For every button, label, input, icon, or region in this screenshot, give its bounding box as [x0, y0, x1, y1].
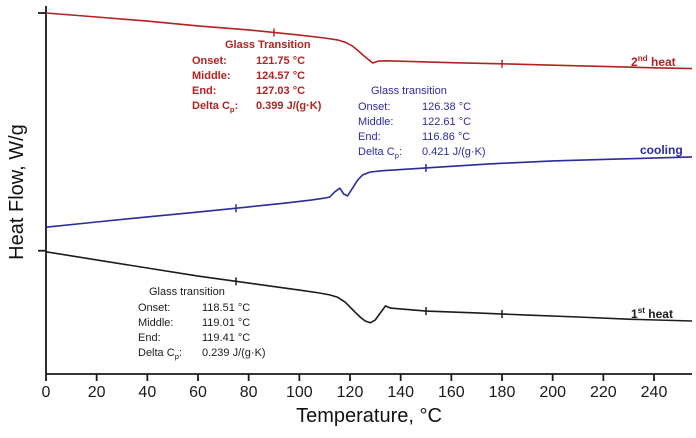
annotation-rows: Onset: 118.51 °C Middle: 119.01 °C End: 119.4…: [138, 301, 266, 364]
annotation-cooling: Glass transition Onset: 126.38 °C Middle: 12…: [358, 84, 486, 163]
annotation-row-value: 0.399 J/(g·K): [256, 100, 322, 112]
annotation-title: Glass Transition: [225, 39, 311, 51]
x-tick-label: 120: [337, 384, 364, 401]
annotation-2nd-heat: Glass Transition Onset: 121.75 °C Middle: 12…: [192, 38, 321, 117]
annotation-row-value: 124.57 °C: [256, 70, 306, 82]
annotation-row-label: Delta Cp:: [358, 146, 403, 161]
annotation-row-value: 127.03 °C: [256, 85, 306, 97]
annotation-row-label: Onset:: [138, 302, 171, 314]
curve-label-2nd-heat: 2nd heat: [631, 54, 676, 69]
x-tick-label: 40: [138, 384, 156, 401]
annotation-row-value: 118.51 °C: [202, 302, 251, 314]
annotation-row-value: 121.75 °C: [256, 55, 306, 67]
annotation-row-value: 119.01 °C: [202, 317, 251, 329]
annotation-row-label: Delta Cp:: [192, 100, 239, 115]
series-curve-2nd-heat: [45, 12, 693, 70]
annotation-row-label: Onset:: [358, 101, 391, 113]
annotation-title: Glass transition: [149, 286, 225, 298]
series-curve-cooling: [45, 156, 693, 228]
annotation-row-label: Middle:: [358, 116, 394, 128]
annotation-row-label: End:: [138, 332, 161, 344]
annotation-row-value: 119.41 °C: [202, 332, 251, 344]
x-tick-label: 80: [240, 384, 258, 401]
annotation-row-label: End:: [192, 85, 217, 97]
x-tick-label: 100: [286, 384, 313, 401]
x-axis-label: Temperature, °C: [296, 405, 442, 427]
x-tick-label: 140: [387, 384, 414, 401]
annotation-row-value: 0.239 J/(g·K): [202, 347, 266, 359]
x-tick-label: 60: [189, 384, 207, 401]
annotation-row-label: Delta Cp:: [138, 347, 183, 362]
annotation-row-value: 0.421 J/(g·K): [422, 146, 486, 158]
annotation-row-value: 116.86 °C: [422, 131, 471, 143]
annotation-title: Glass transition: [371, 85, 447, 97]
annotation-rows: Onset: 121.75 °C Middle: 124.57 °C End: 127.0…: [192, 54, 321, 117]
annotation-row-label: Middle:: [138, 317, 174, 329]
annotation-rows: Onset: 126.38 °C Middle: 122.61 °C End: 116.8…: [358, 100, 486, 163]
annotation-row-label: Middle:: [192, 70, 231, 82]
x-tick-label: 240: [641, 384, 668, 401]
x-tick-label: 180: [489, 384, 516, 401]
y-axis-label: Heat Flow, W/g: [6, 124, 28, 260]
series-curve-1st-heat: [45, 251, 693, 324]
annotation-1st-heat: Glass transition Onset: 118.51 °C Middle: 11…: [138, 285, 266, 364]
curve-label-cooling: cooling: [640, 143, 683, 157]
x-tick-label: 20: [88, 384, 106, 401]
annotation-row-label: End:: [358, 131, 381, 143]
annotation-row-label: Onset:: [192, 55, 227, 67]
x-tick-label: 220: [590, 384, 617, 401]
x-tick-label: 160: [438, 384, 465, 401]
annotation-row-value: 122.61 °C: [422, 116, 472, 128]
annotation-row-value: 126.38 °C: [422, 101, 472, 113]
x-tick-label: 200: [539, 384, 566, 401]
curve-label-1st-heat: 1st heat: [631, 306, 673, 321]
x-tick-label: 0: [42, 384, 51, 401]
